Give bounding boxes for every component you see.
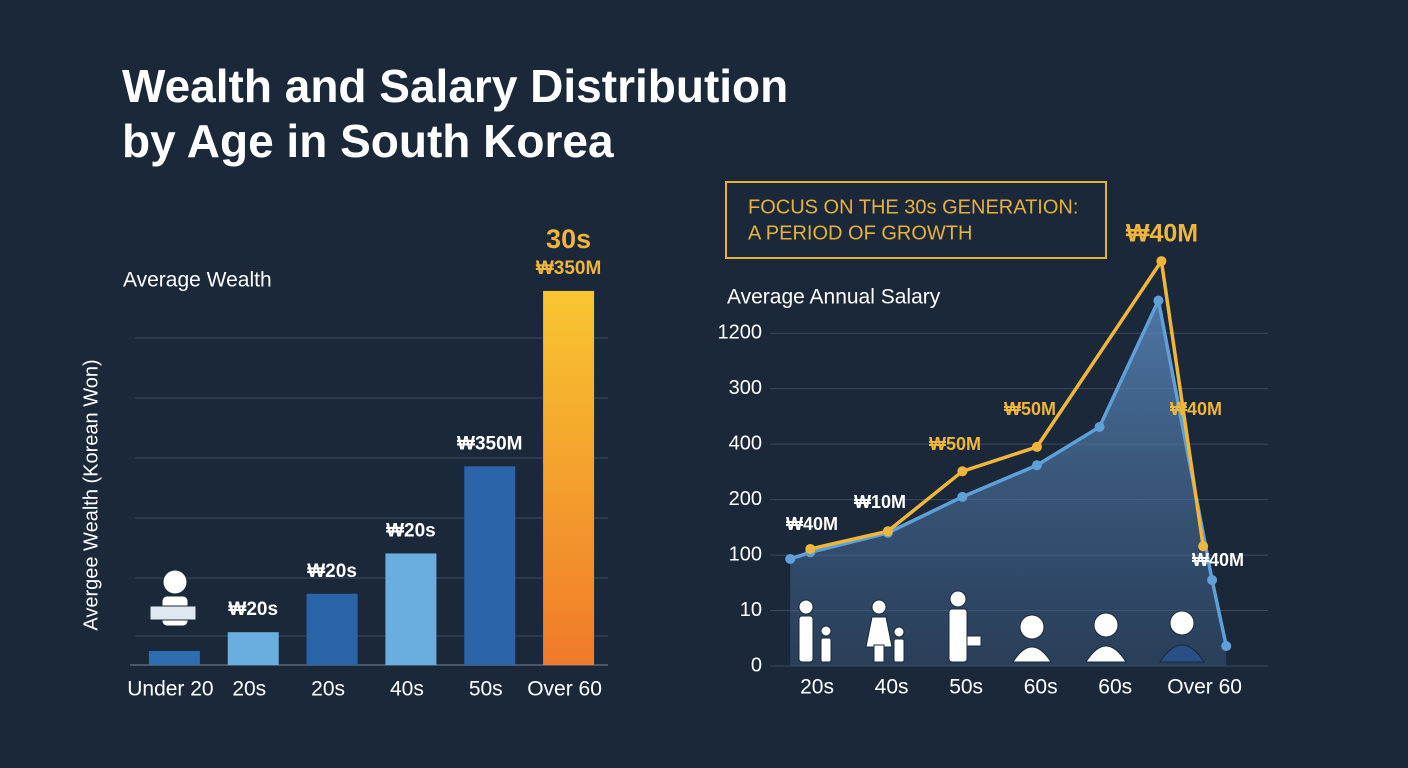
annotation: ₩10M xyxy=(854,492,906,512)
highlight-label: 30s xyxy=(546,224,591,254)
bar-label: ₩20s xyxy=(228,599,278,620)
point xyxy=(1221,641,1232,652)
annotation: ₩50M xyxy=(1004,399,1056,419)
y-tick-label: 10 xyxy=(740,599,762,621)
annotation: ₩50M xyxy=(929,434,981,454)
x-tick-label: 20s xyxy=(311,678,345,701)
child-icon xyxy=(149,569,197,627)
x-tick-label: 20s xyxy=(800,676,834,699)
x-tick-label: Over 60 xyxy=(1167,676,1242,699)
chart-title: Average Wealth xyxy=(123,269,272,292)
annotation: ₩40M xyxy=(786,514,838,534)
bar-label: ₩350M xyxy=(457,433,522,454)
point xyxy=(882,526,893,537)
y-tick-label: 0 xyxy=(751,654,762,676)
title-line: by Age in South Korea xyxy=(122,115,614,167)
point xyxy=(1031,441,1042,452)
x-tick-label: 20s xyxy=(232,678,266,701)
bar xyxy=(148,650,200,665)
family-icon xyxy=(798,599,832,663)
y-tick-label: 400 xyxy=(729,432,762,454)
x-tick-label: 40s xyxy=(390,678,424,701)
x-tick-label: 60s xyxy=(1024,676,1058,699)
y-tick-label: 1200 xyxy=(718,321,763,343)
point xyxy=(1153,295,1164,306)
x-tick-label: Over 60 xyxy=(527,678,602,701)
point xyxy=(1207,575,1218,586)
title-line: Wealth and Salary Distribution xyxy=(122,60,788,112)
annotation: ₩40M xyxy=(1126,220,1198,248)
point xyxy=(1198,541,1209,552)
y-axis-label: Avergee Wealth (Korean Won) xyxy=(80,359,102,630)
point xyxy=(805,543,816,554)
x-tick-label: 50s xyxy=(949,676,983,699)
note-line: A PERIOD OF GROWTH xyxy=(748,222,972,244)
y-tick-label: 100 xyxy=(729,543,762,565)
bar-label: ₩20s xyxy=(307,561,357,582)
note-line: FOCUS ON THE 30s GENERATION: xyxy=(748,196,1078,218)
line xyxy=(809,259,1205,551)
y-tick-label: 200 xyxy=(729,488,762,510)
elder-icon xyxy=(1159,610,1205,663)
bar xyxy=(306,593,358,665)
point xyxy=(1156,256,1167,267)
senior-icon xyxy=(1085,612,1127,663)
y-tick-label: 300 xyxy=(729,377,762,399)
point xyxy=(1031,460,1042,471)
point xyxy=(1094,421,1105,432)
x-tick-label: 60s xyxy=(1098,676,1132,699)
x-tick-label: Under 20 xyxy=(127,678,213,701)
x-tick-label: 50s xyxy=(469,678,503,701)
bar xyxy=(385,553,437,665)
bar xyxy=(227,632,279,665)
person-icons xyxy=(149,569,1205,663)
bar xyxy=(543,290,595,665)
x-tick-label: 40s xyxy=(875,676,909,699)
worker-icon xyxy=(948,590,982,663)
annotation: ₩40M xyxy=(1170,399,1222,419)
family-icon xyxy=(865,599,905,663)
point xyxy=(957,491,968,502)
point xyxy=(785,553,796,564)
bar-label: ₩20s xyxy=(386,520,436,541)
point xyxy=(957,466,968,477)
chart-title: Average Annual Salary xyxy=(727,286,941,309)
note-box xyxy=(725,181,1107,259)
bar xyxy=(464,466,516,665)
bar-label: ₩350M xyxy=(536,258,601,279)
annotation: ₩40M xyxy=(1192,550,1244,570)
senior-icon xyxy=(1012,614,1052,663)
